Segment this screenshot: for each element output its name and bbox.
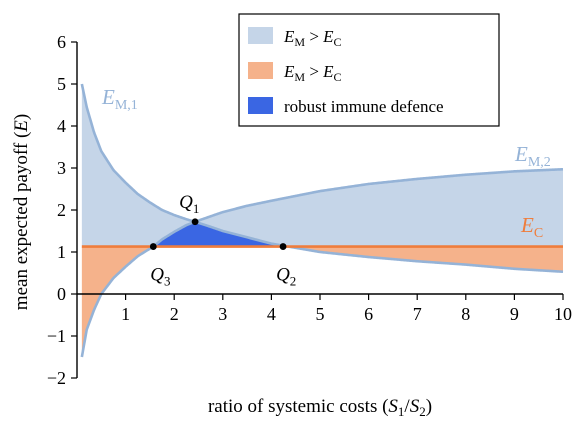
curve-label-em1: EM,1 bbox=[101, 85, 138, 113]
point-q2 bbox=[279, 243, 287, 250]
point-label-q2: Q2 bbox=[276, 265, 296, 289]
chart-legend: EM > EC EM > EC robust immune defence bbox=[238, 13, 500, 127]
series-line-em2 bbox=[80, 167, 564, 358]
x-tick-label: 3 bbox=[218, 304, 227, 324]
chart-axes: 1 2 3 4 5 6 7 8 9 10 −2 −1 0 1 2 3 4 5 6 ratio of systemic … bbox=[11, 32, 572, 419]
legend-label: robust immune defence bbox=[284, 97, 444, 116]
y-tick-label: 2 bbox=[57, 200, 66, 220]
point-label-q3: Q3 bbox=[150, 265, 170, 289]
legend-label: EM > EC bbox=[283, 62, 342, 84]
legend-swatch bbox=[248, 62, 273, 79]
region-ec-above-em bbox=[81, 246, 564, 357]
chart-lines: EM,1 EM,2 EC bbox=[80, 83, 564, 358]
x-tick-label: 10 bbox=[554, 304, 572, 324]
point-q1 bbox=[191, 218, 199, 226]
legend-label: EM > EC bbox=[283, 27, 342, 49]
curve-label-ec: EC bbox=[520, 213, 543, 241]
y-axis-title: mean expected payoff (E) bbox=[11, 114, 32, 310]
curve-label-em2: EM,2 bbox=[514, 142, 551, 170]
x-tick-label: 4 bbox=[267, 304, 276, 324]
series-line-em1 bbox=[80, 83, 564, 274]
x-tick-label: 5 bbox=[316, 304, 325, 324]
y-tick-label: 6 bbox=[57, 32, 66, 52]
x-tick-label: 2 bbox=[170, 304, 179, 324]
y-tick-label: −2 bbox=[47, 368, 66, 388]
point-q3 bbox=[149, 243, 157, 250]
y-tick-label: 4 bbox=[57, 116, 66, 136]
y-tick-label: −1 bbox=[47, 326, 66, 346]
x-tick-label: 9 bbox=[510, 304, 519, 324]
x-tick-label: 6 bbox=[364, 304, 373, 324]
point-label-q1: Q1 bbox=[179, 192, 199, 216]
x-tick-label: 1 bbox=[121, 304, 130, 324]
y-tick-label: 1 bbox=[57, 242, 66, 262]
region-em-above-ec bbox=[81, 84, 564, 247]
region-robust-immune-defence bbox=[153, 221, 283, 247]
legend-box bbox=[238, 13, 500, 127]
x-tick-label: 7 bbox=[413, 304, 422, 324]
legend-swatch bbox=[248, 27, 273, 44]
y-tick-label: 5 bbox=[57, 74, 66, 94]
chart-fills bbox=[81, 84, 564, 357]
chart-points: Q1 Q2 Q3 bbox=[149, 192, 296, 289]
x-tick-label: 8 bbox=[461, 304, 470, 324]
y-tick-label: 0 bbox=[57, 284, 66, 304]
legend-swatch bbox=[248, 97, 273, 114]
x-axis-title: ratio of systemic costs (S1/S2) bbox=[208, 396, 432, 419]
y-tick-label: 3 bbox=[57, 158, 66, 178]
